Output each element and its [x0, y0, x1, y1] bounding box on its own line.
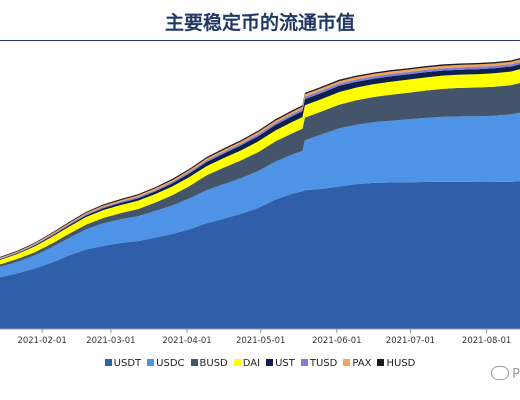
- legend-label: USDT: [113, 358, 142, 369]
- legend-label: UST: [275, 358, 295, 369]
- legend-swatch: [190, 359, 198, 366]
- watermark-text: P: [512, 367, 520, 382]
- legend-swatch: [233, 359, 241, 366]
- legend-item-busd: BUSD: [190, 358, 228, 369]
- legend-label: HUSD: [386, 358, 416, 369]
- legend-swatch: [300, 359, 308, 366]
- x-tick-label: 2021-03-01: [86, 336, 135, 346]
- wechat-icon: [491, 366, 510, 380]
- legend-item-pax: PAX: [343, 358, 371, 369]
- area-layers: [0, 58, 520, 329]
- legend-item-dai: DAI: [233, 358, 261, 369]
- legend-item-husd: HUSD: [377, 358, 415, 369]
- legend-label: TUSD: [309, 358, 338, 369]
- legend-item-usdc: USDC: [147, 358, 185, 369]
- legend-label: BUSD: [199, 358, 228, 369]
- x-tick-label: 2021-06-01: [312, 336, 361, 346]
- legend-item-ust: UST: [266, 358, 295, 369]
- x-tick-label: 2021-04-01: [162, 336, 211, 346]
- legend-label: USDC: [156, 358, 185, 369]
- legend-swatch: [104, 359, 112, 366]
- legend-item-tusd: TUSD: [300, 358, 338, 369]
- x-tick-label: 2021-07-01: [386, 336, 435, 346]
- legend-swatch: [377, 359, 385, 366]
- legend-swatch: [343, 359, 351, 366]
- x-tick-label: 2021-02-01: [17, 336, 66, 346]
- legend-swatch: [147, 359, 155, 366]
- area-busd: [0, 82, 520, 267]
- x-tick-label: 2021-05-01: [236, 336, 285, 346]
- x-tick-label: 2021-08-01: [462, 336, 511, 346]
- title-divider: [0, 40, 520, 41]
- legend-label: PAX: [352, 358, 372, 369]
- area-usdt: [0, 181, 520, 329]
- legend-swatch: [266, 359, 274, 366]
- x-axis-ticks: 2021-02-01 2021-03-01 2021-04-01 2021-05-01…: [17, 329, 511, 346]
- chart-title: 主要稳定币的流通市值: [164, 12, 355, 34]
- legend: USDT USDC BUSD DAI UST TUSD PAX HUSD: [0, 358, 520, 369]
- legend-item-usdt: USDT: [104, 358, 142, 369]
- legend-label: DAI: [242, 358, 261, 369]
- watermark: P: [491, 366, 520, 382]
- area-usdc: [0, 112, 520, 278]
